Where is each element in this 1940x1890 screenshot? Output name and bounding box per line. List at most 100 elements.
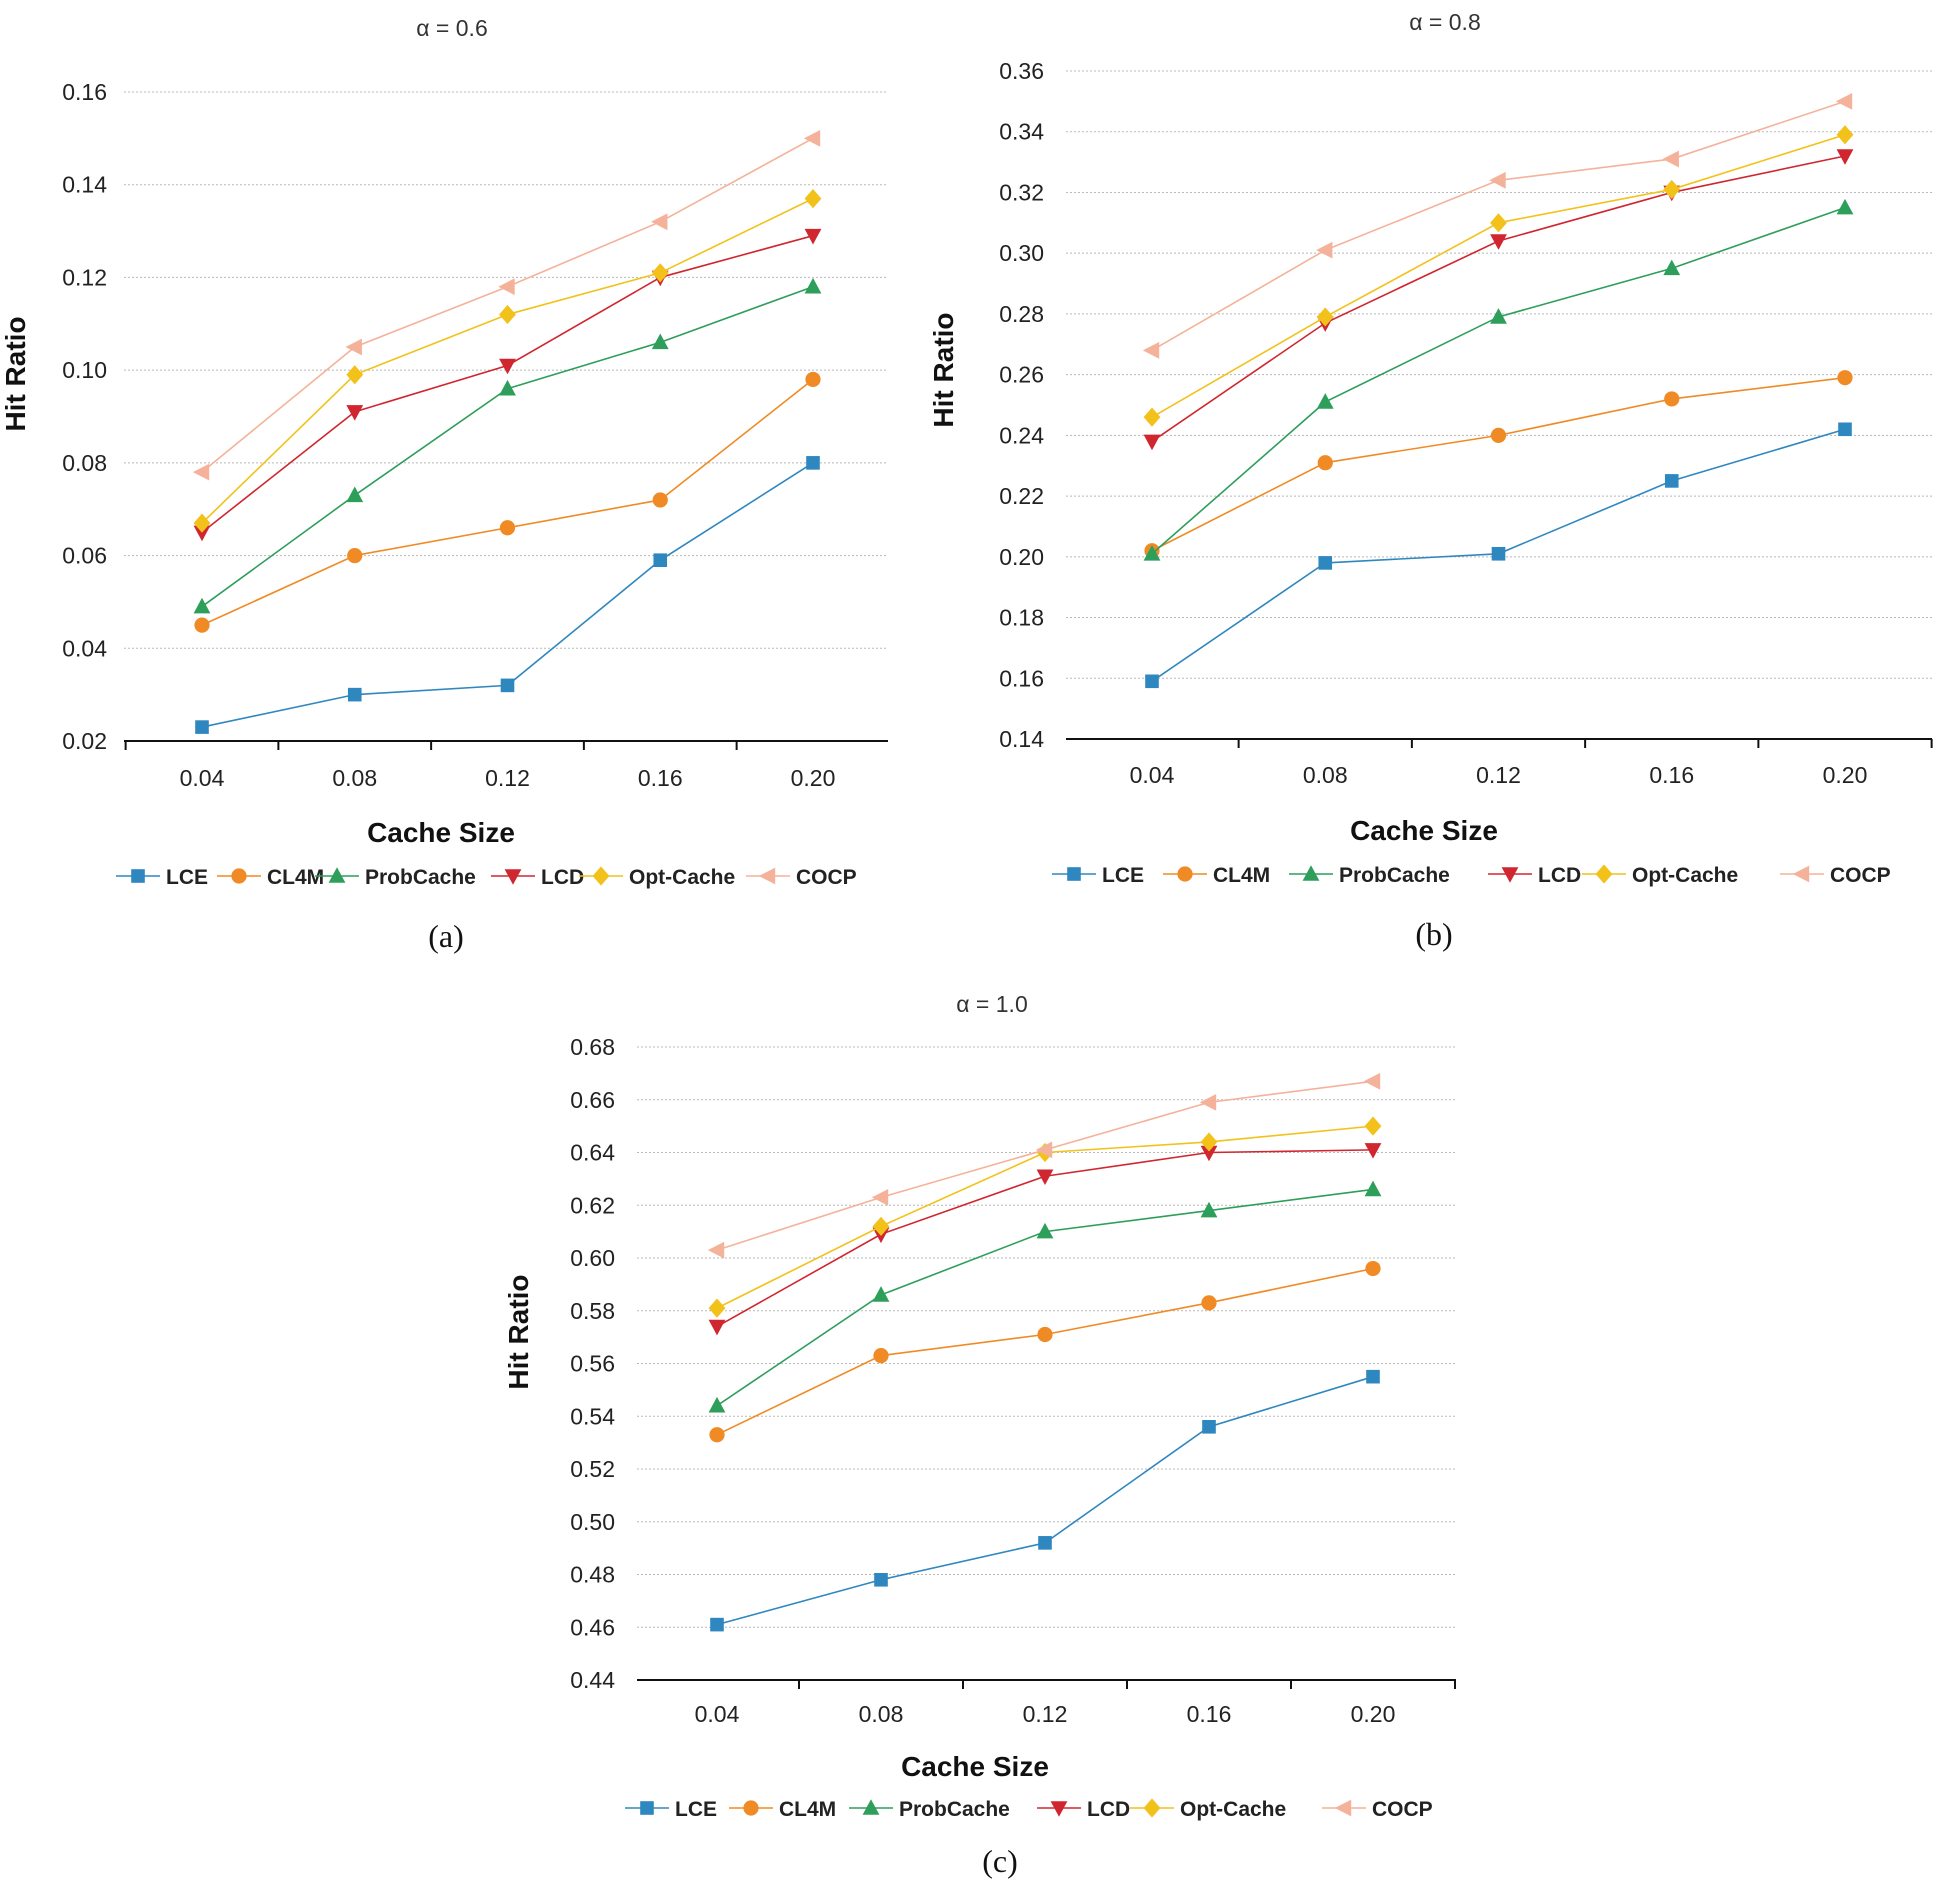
- data-point: [1038, 1536, 1052, 1550]
- legend-label: ProbCache: [365, 866, 476, 889]
- y-tick-label: 0.10: [62, 357, 107, 383]
- data-point: [1838, 422, 1852, 437]
- y-tick-label: 0.14: [999, 726, 1044, 752]
- series-probcache: [1143, 198, 1854, 561]
- y-tick-label: 0.68: [570, 1034, 615, 1060]
- data-point: [1836, 125, 1854, 145]
- data-point: [872, 1286, 890, 1302]
- chart-title: α = 0.6: [416, 15, 487, 41]
- data-point: [1143, 544, 1161, 561]
- data-point: [1142, 341, 1160, 359]
- data-point: [1365, 1260, 1381, 1277]
- series-line: [716, 1267, 1374, 1436]
- y-tick-label: 0.50: [570, 1509, 615, 1535]
- data-point: [708, 1319, 726, 1336]
- legend-label: LCE: [166, 866, 208, 889]
- data-point: [194, 617, 210, 633]
- legend-label: LCE: [1102, 864, 1144, 887]
- legend-marker: [1792, 865, 1810, 883]
- data-point: [1145, 674, 1159, 689]
- data-point: [1318, 556, 1333, 570]
- x-axis-label: Cache Size: [901, 1751, 1049, 1782]
- data-point: [1836, 149, 1854, 165]
- y-tick-label: 0.14: [62, 172, 107, 198]
- y-tick-label: 0.36: [999, 58, 1044, 84]
- data-point: [1316, 241, 1333, 259]
- data-point: [710, 1617, 724, 1632]
- x-tick-label: 0.04: [1130, 762, 1175, 788]
- y-tick-label: 0.48: [570, 1562, 615, 1588]
- data-point: [1663, 179, 1681, 200]
- data-point: [1489, 171, 1506, 189]
- data-point: [1317, 455, 1333, 471]
- x-tick-label: 0.12: [485, 765, 530, 791]
- x-tick-label: 0.08: [1303, 762, 1348, 788]
- data-point: [1364, 1143, 1382, 1159]
- data-point: [806, 456, 820, 470]
- y-tick-label: 0.52: [570, 1456, 615, 1482]
- legend-marker: [862, 1799, 880, 1815]
- x-tick-label: 0.12: [1476, 762, 1521, 788]
- data-point: [872, 1216, 890, 1236]
- legend-marker: [1050, 1801, 1068, 1817]
- y-tick-label: 0.24: [999, 422, 1044, 448]
- data-point: [874, 1572, 888, 1587]
- legend-label: CL4M: [779, 1798, 836, 1821]
- y-tick-label: 0.20: [999, 544, 1044, 570]
- data-point: [707, 1241, 725, 1259]
- legend-label: ProbCache: [1339, 864, 1450, 887]
- data-point: [1664, 474, 1679, 488]
- data-point: [192, 463, 210, 481]
- legend-label: CL4M: [267, 866, 324, 889]
- y-tick-label: 0.28: [999, 301, 1044, 327]
- y-axis-label: Hit Ratio: [0, 316, 31, 431]
- data-point: [1366, 1369, 1380, 1384]
- legend-label: COCP: [1830, 864, 1891, 887]
- x-tick-label: 0.12: [1023, 1701, 1068, 1727]
- data-point: [499, 520, 516, 536]
- y-tick-label: 0.58: [570, 1298, 615, 1324]
- data-point: [347, 687, 362, 702]
- x-tick-label: 0.04: [695, 1701, 740, 1727]
- data-point: [346, 405, 364, 421]
- y-tick-label: 0.18: [999, 605, 1044, 631]
- series-line: [1151, 206, 1846, 555]
- data-point: [193, 525, 211, 542]
- data-point: [805, 371, 821, 388]
- series-line: [201, 378, 814, 626]
- data-point: [1837, 370, 1853, 386]
- series-cl4m: [709, 1260, 1381, 1443]
- y-tick-label: 0.30: [999, 240, 1044, 266]
- data-point: [1490, 213, 1507, 233]
- x-axis-label: Cache Size: [367, 817, 515, 848]
- legend-marker: [640, 1801, 654, 1815]
- data-point: [1490, 308, 1507, 324]
- series-line: [716, 1188, 1374, 1407]
- legend-label: Opt-Cache: [1180, 1798, 1286, 1821]
- y-tick-label: 0.16: [62, 79, 107, 105]
- y-tick-label: 0.16: [999, 665, 1044, 691]
- legend-marker: [743, 1800, 759, 1816]
- series-lce: [710, 1369, 1380, 1632]
- data-point: [1491, 546, 1506, 561]
- y-tick-label: 0.54: [570, 1403, 615, 1429]
- data-point: [1200, 1145, 1218, 1162]
- data-point: [1035, 1141, 1053, 1159]
- y-tick-label: 0.08: [62, 450, 107, 476]
- legend: LCE CL4M ProbCache LCD Opt-Cache COCP: [625, 1798, 1433, 1821]
- data-point: [651, 213, 668, 231]
- legend-label: Opt-Cache: [629, 866, 735, 889]
- legend-marker: [504, 869, 522, 885]
- data-point: [803, 129, 821, 147]
- chart-panel-b: α = 0.8 0.14 0.16 0.18 0.20 0.22 0.24 0.26 0.28 0…: [928, 9, 1933, 952]
- series-cl4m: [194, 371, 821, 633]
- y-tick-label: 0.44: [570, 1667, 615, 1693]
- legend-label: COCP: [796, 866, 857, 889]
- data-point: [193, 513, 211, 533]
- x-tick-label: 0.20: [791, 765, 836, 791]
- data-point: [708, 1396, 726, 1413]
- y-tick-label: 0.64: [570, 1140, 615, 1166]
- legend: LCE CL4M ProbCache LCD Opt-Cache COCP: [1052, 864, 1891, 887]
- series-cocp: [192, 129, 821, 481]
- data-point: [804, 228, 822, 245]
